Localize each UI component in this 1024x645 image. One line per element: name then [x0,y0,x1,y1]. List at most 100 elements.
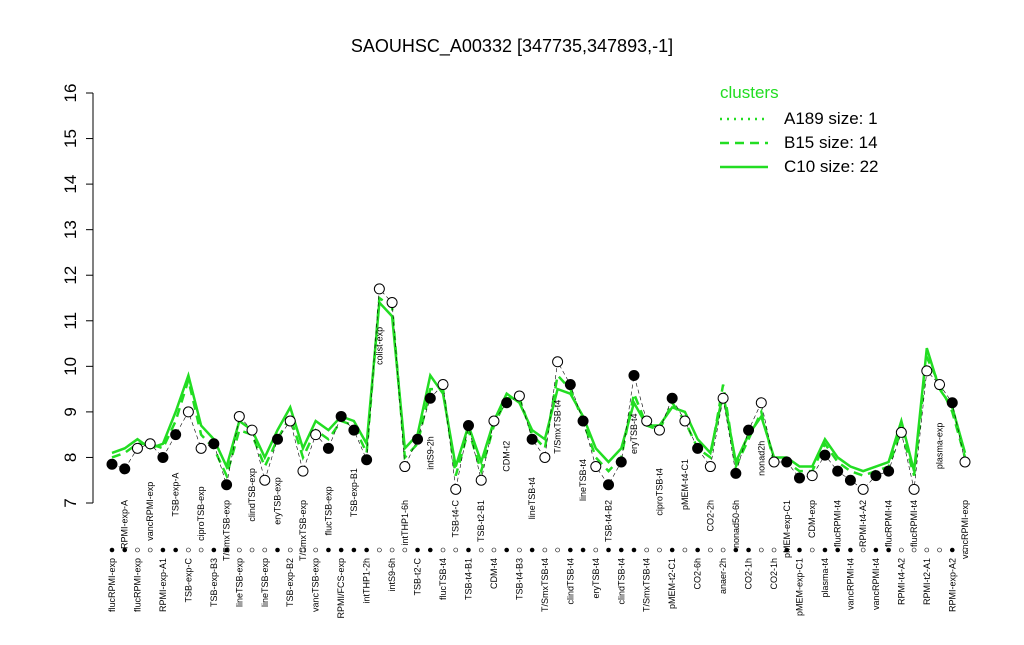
rug-dot [224,547,229,553]
sample-point [221,479,233,491]
sample-point [832,465,844,477]
point-label: intS9-2h [425,436,435,470]
x-label: CO2-1h [769,558,779,590]
y-tick-label: 12 [61,266,80,285]
point-label: T/SmxTSB-exp [222,500,232,561]
point-label: flucRPMI-t4 [833,500,843,547]
y-tick-label: 8 [61,453,80,462]
x-label: CO2-6h [693,558,703,590]
sample-point [131,442,143,454]
y-tick-label: 16 [61,84,80,103]
sample-point [730,467,742,479]
rug-dot [326,547,331,553]
rug-dot [860,547,866,553]
rug-dot [262,547,268,553]
sample-point [895,426,907,438]
point-label: RPMI-t4-A2 [858,500,868,547]
rug-dot [377,547,382,553]
sample-point [641,415,653,427]
rug-dot [797,547,802,553]
point-label: eryTSB-t4 [629,413,639,454]
sample-point [870,470,882,482]
sample-point [704,461,716,473]
rug-dot [478,547,484,553]
sample-point [246,424,258,436]
y-tick-label: 10 [61,357,80,376]
x-label: clindTSB-t4 [565,558,575,605]
rug-dot [848,547,853,553]
sample-point [653,424,665,436]
sample-point [603,479,615,491]
sample-point [310,429,322,441]
x-label: T/SmxTSB-t4 [540,558,550,612]
x-label: lineTSB-exp [234,558,244,607]
rug-dot [924,547,930,553]
rug-dot [453,547,459,553]
point-label: vancRPMI-exp [145,482,155,541]
chart-title: SAOUHSC_A00332 [347735,347893,-1] [351,36,673,57]
x-label: intS9-6h [387,558,397,592]
point-label: colist-exp [374,327,384,365]
sample-point [526,433,538,445]
sample-point [488,415,500,427]
sample-point [475,474,487,486]
x-label: CDM-t4 [489,558,499,589]
point-label: plasma-exp [935,423,945,470]
rug-dot [657,547,662,553]
sample-point [322,442,334,454]
sample-point [628,369,640,381]
rug-dot [758,547,764,553]
x-label: flucRPMI-exp [132,558,142,612]
x-label: anaer-2h [718,558,728,594]
sample-point [692,442,704,454]
sample-point [284,415,296,427]
point-label: vancRPMI-exp [960,500,970,559]
rug-dot [364,547,369,553]
y-tick-label: 13 [61,220,80,239]
sample-point [666,392,678,404]
sample-line [111,288,966,490]
x-label: eryTSB-t4 [591,558,601,599]
x-label: vancTSB-exp [311,558,321,612]
rug-dot [606,547,611,553]
x-label: flucTSB-t4 [438,558,448,600]
x-label: TSB-exp-B2 [285,558,295,607]
y-tick-label: 7 [61,498,80,507]
sample-point [272,433,284,445]
rug-dot [809,547,815,553]
rug-dot [593,547,599,553]
sample-point [883,465,895,477]
x-label: RPMI-t4-A2 [896,558,906,605]
rug-dot [351,547,357,553]
rug-dot [109,547,115,553]
sample-point [768,456,780,468]
point-label: pMEM-exp-C1 [782,500,792,558]
sample-point [437,379,449,391]
x-label: lineTSB-exp [260,558,270,607]
x-label: pMEM-t2-C1 [667,558,677,609]
rug-dot [300,547,306,553]
x-label: TSB-t4-B3 [514,558,524,600]
rug-dot [427,547,433,553]
rug-dot [822,547,828,553]
rug-dot [122,547,128,553]
x-label: T/SmxTSB-t4 [642,558,652,612]
point-label: pMEM-t4-C1 [680,459,690,510]
sample-point [462,420,474,432]
sample-point [781,456,793,468]
rug-dot [771,547,777,553]
sample-point [806,470,818,482]
rug-dot [389,547,395,553]
x-label: RPMI-exp-A1 [158,558,168,612]
x-label: vancRPMI-t4 [845,558,855,610]
rug-dot [160,547,166,553]
rug-dot [708,547,713,553]
point-label: eryTSB-exp [273,477,283,525]
point-label: flucRPMI-t4 [884,500,894,547]
rug-dot [440,547,446,553]
sample-point [373,283,385,295]
legend-label: B15 size: 14 [784,133,878,152]
sample-point [119,463,131,475]
cluster-line [111,299,967,473]
x-label: RPMI/FCS-exp [336,558,346,619]
